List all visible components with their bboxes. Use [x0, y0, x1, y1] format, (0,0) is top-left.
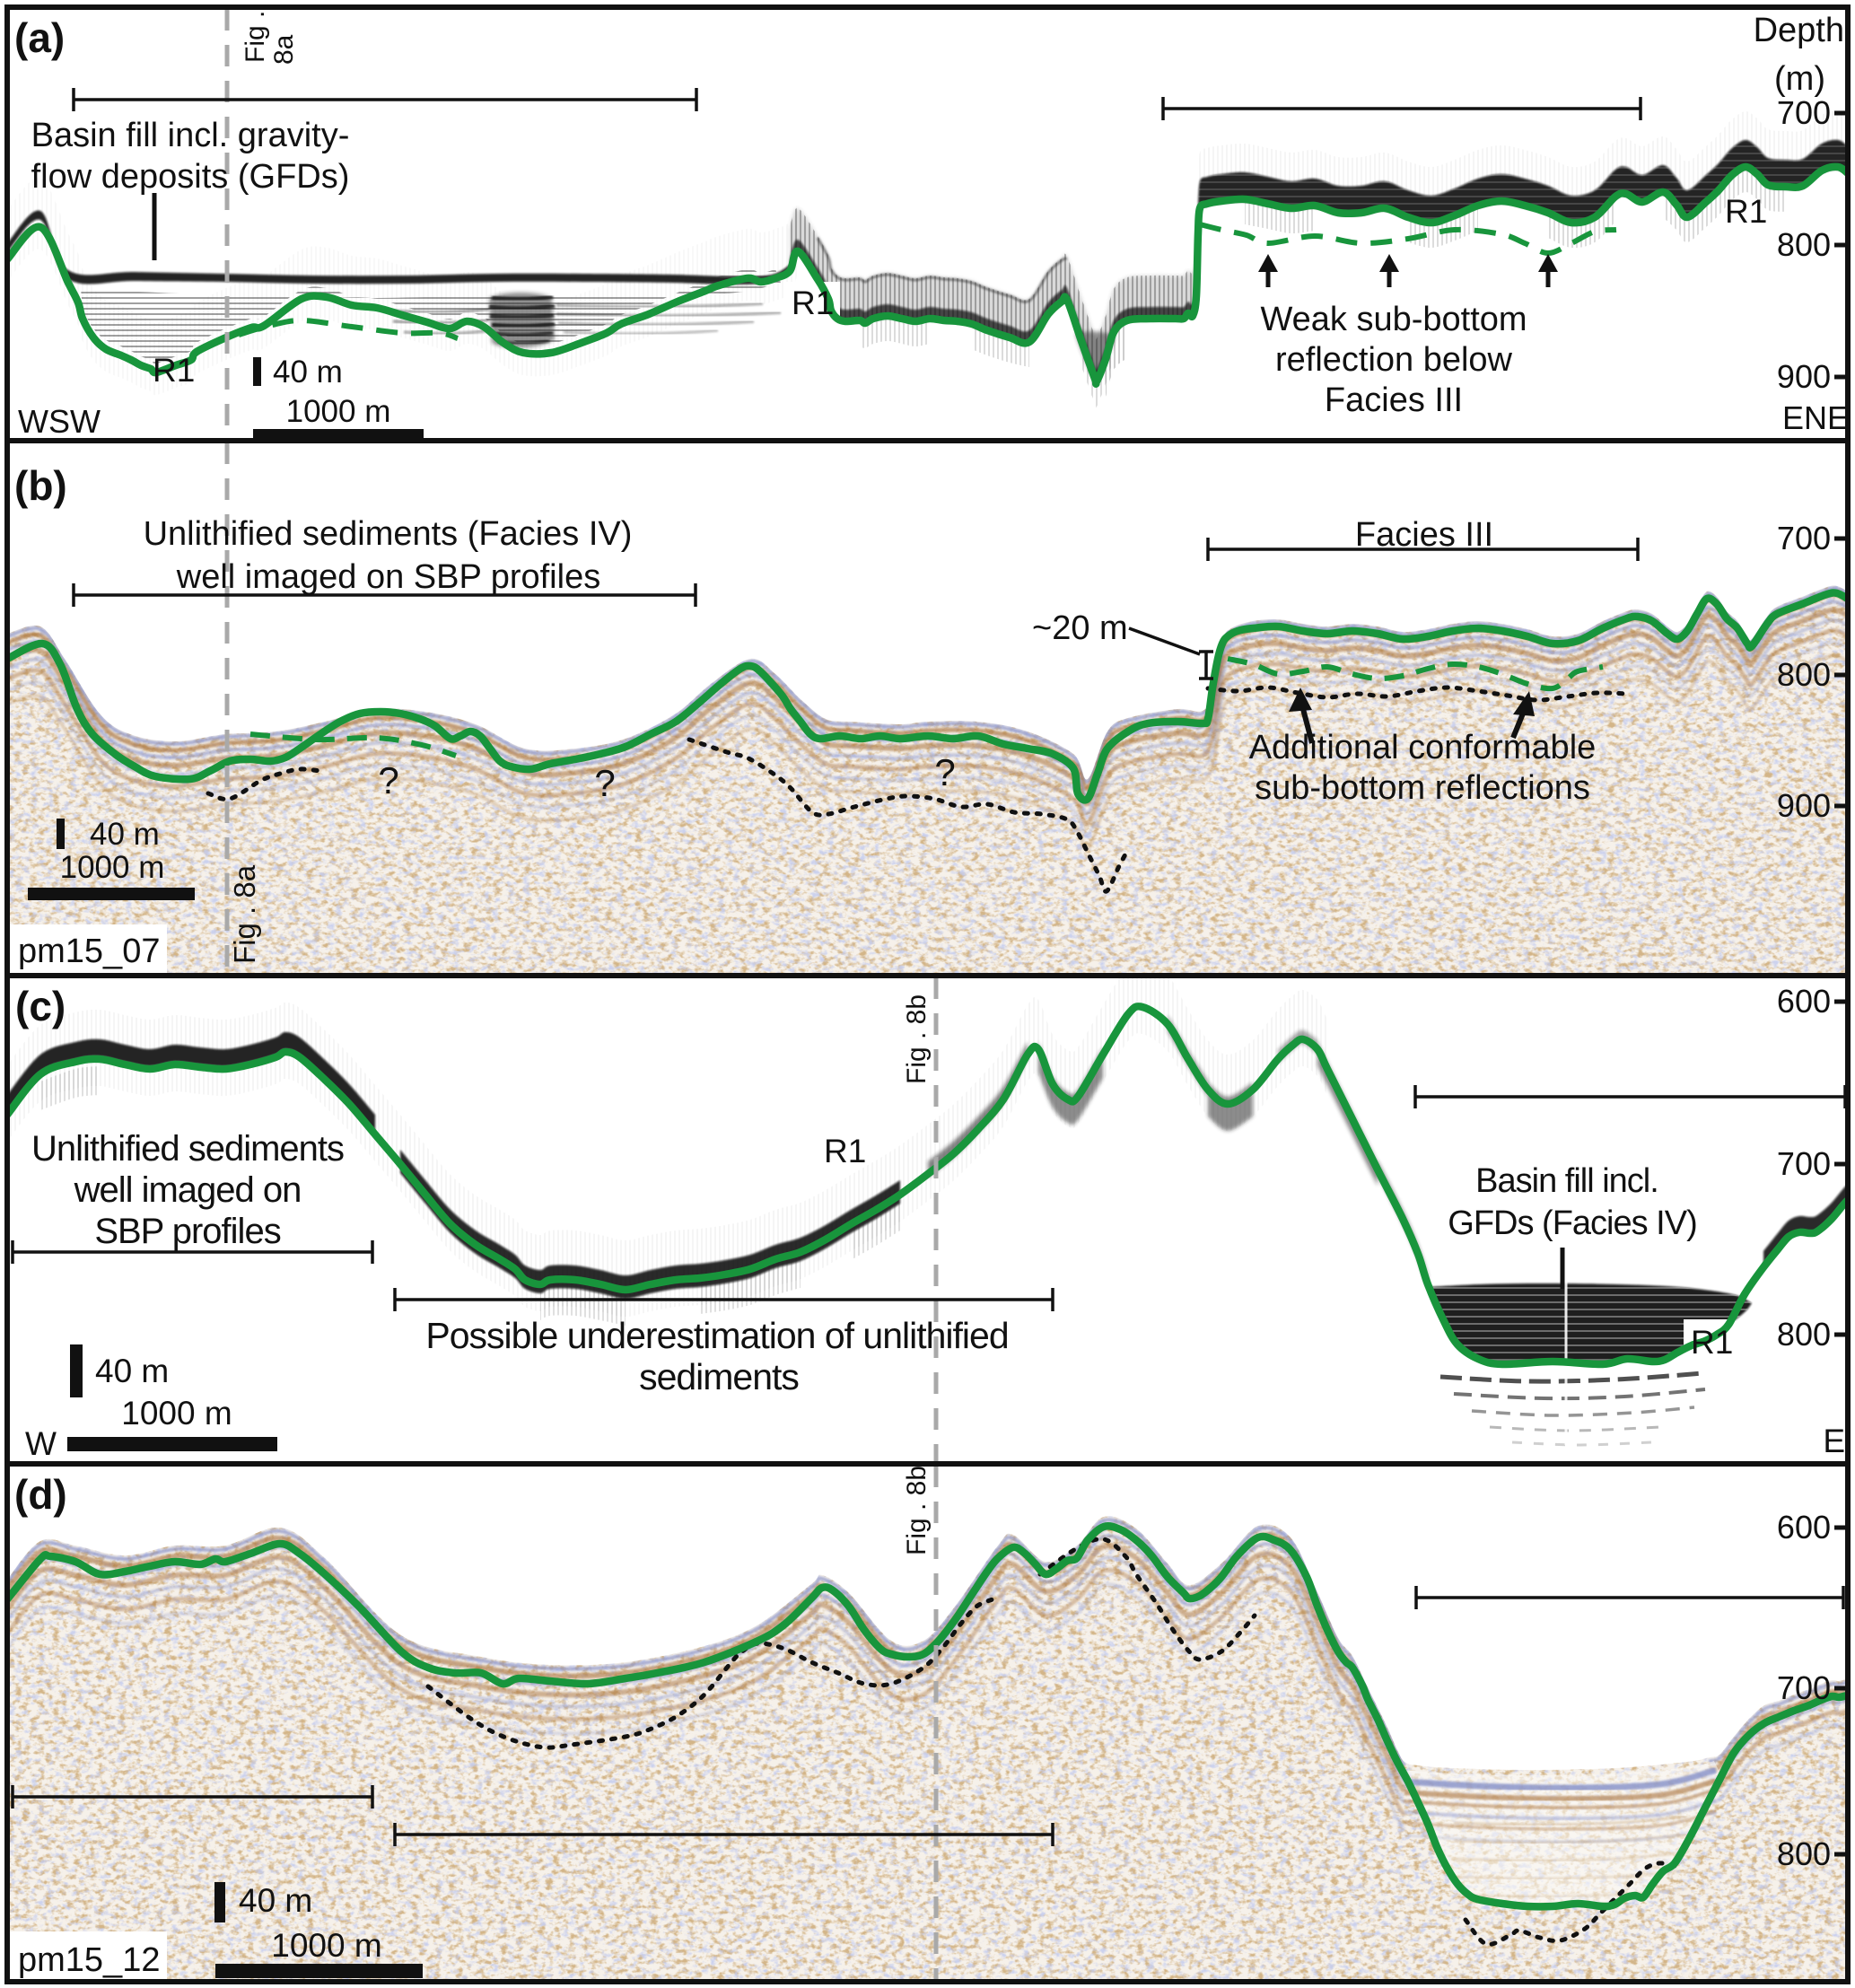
svg-text:40 m: 40 m [90, 817, 160, 852]
svg-text:Unlithified sediments (Facies: Unlithified sediments (Facies IV) [144, 515, 633, 553]
svg-text:40 m: 40 m [239, 1882, 312, 1919]
svg-text:well imaged on: well imaged on [74, 1170, 302, 1210]
svg-text:sub-bottom reflections: sub-bottom reflections [1255, 769, 1590, 807]
svg-text:800: 800 [1777, 1316, 1831, 1353]
svg-text:1000 m: 1000 m [60, 850, 165, 885]
svg-text:R1: R1 [1691, 1324, 1733, 1361]
svg-text:pm15_12: pm15_12 [18, 1941, 160, 1979]
svg-text:SBP profiles: SBP profiles [94, 1212, 280, 1251]
svg-text:GFDs (Facies IV): GFDs (Facies IV) [1448, 1204, 1696, 1242]
svg-text:ENE: ENE [1782, 399, 1849, 436]
svg-text:WSW: WSW [18, 403, 101, 440]
svg-text:700: 700 [1777, 1145, 1831, 1182]
svg-text:1000 m: 1000 m [271, 1927, 381, 1964]
svg-text:W: W [25, 1425, 57, 1462]
svg-text:1000 m: 1000 m [121, 1395, 232, 1432]
svg-text:(c): (c) [15, 983, 66, 1029]
svg-text:Facies III: Facies III [1325, 381, 1463, 419]
svg-text:Fig . 8b: Fig . 8b [902, 994, 932, 1084]
svg-text:R1: R1 [824, 1133, 866, 1169]
svg-text:Fig .: Fig . [241, 11, 270, 63]
svg-text:Depth: Depth [1754, 12, 1844, 49]
svg-text:800: 800 [1777, 656, 1831, 693]
svg-text:?: ? [594, 762, 615, 804]
svg-text:(d): (d) [14, 1471, 67, 1518]
svg-text:reflection below: reflection below [1275, 341, 1513, 379]
svg-text:Fig . 8b: Fig . 8b [902, 1466, 932, 1555]
svg-text:Basin fill incl. gravity-: Basin fill incl. gravity- [31, 117, 350, 154]
svg-text:700: 700 [1777, 94, 1831, 131]
svg-text:E: E [1823, 1423, 1845, 1459]
svg-text:flow deposits (GFDs): flow deposits (GFDs) [31, 158, 350, 196]
svg-text:40 m: 40 m [273, 355, 343, 390]
svg-text:40 m: 40 m [95, 1353, 169, 1389]
svg-text:700: 700 [1777, 520, 1831, 556]
svg-text:(b): (b) [14, 462, 67, 509]
svg-text:Additional conformable: Additional conformable [1249, 729, 1597, 766]
svg-text:Unlithified sediments: Unlithified sediments [31, 1129, 344, 1169]
svg-text:well imaged on SBP profiles: well imaged on SBP profiles [176, 558, 600, 596]
svg-text:1000 m: 1000 m [286, 394, 391, 429]
svg-text:(m): (m) [1774, 60, 1825, 98]
svg-text:8a: 8a [269, 34, 299, 65]
svg-text:900: 900 [1777, 787, 1831, 824]
svg-text:600: 600 [1777, 983, 1831, 1020]
svg-text:800: 800 [1777, 226, 1831, 263]
svg-text:700: 700 [1777, 1669, 1831, 1706]
svg-text:(a): (a) [14, 14, 65, 61]
svg-text:sediments: sediments [639, 1356, 799, 1397]
svg-text:?: ? [378, 759, 398, 801]
svg-text:R1: R1 [792, 285, 834, 321]
svg-text:900: 900 [1777, 358, 1831, 395]
svg-text:800: 800 [1777, 1835, 1831, 1872]
svg-text:600: 600 [1777, 1509, 1831, 1546]
svg-text:~20 m: ~20 m [1032, 609, 1128, 647]
svg-text:Weak sub-bottom: Weak sub-bottom [1260, 301, 1527, 338]
svg-text:Facies III: Facies III [1355, 516, 1493, 554]
svg-text:?: ? [934, 751, 955, 793]
svg-text:R1: R1 [153, 352, 195, 389]
svg-text:R1: R1 [1725, 193, 1767, 230]
svg-text:Basin fill incl.: Basin fill incl. [1475, 1162, 1658, 1200]
svg-text:pm15_07: pm15_07 [18, 933, 160, 970]
svg-text:Fig . 8a: Fig . 8a [228, 864, 261, 964]
svg-text:Possible underestimation of un: Possible underestimation of unlithified [425, 1315, 1008, 1356]
